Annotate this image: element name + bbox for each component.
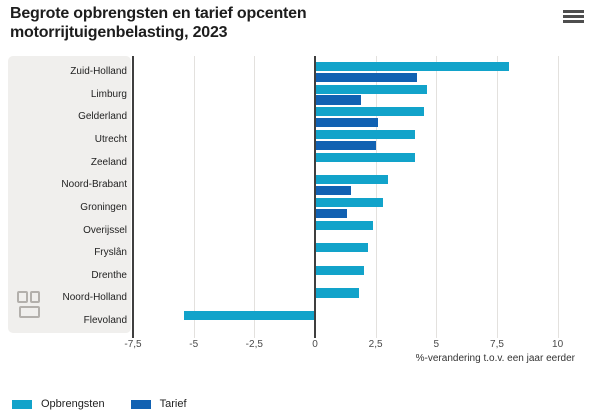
hamburger-bar <box>563 10 584 13</box>
bar-opbrengsten-zuid-holland[interactable] <box>316 62 510 72</box>
x-tick-label: 5 <box>433 339 440 350</box>
bar-opbrengsten-drenthe[interactable] <box>316 265 364 275</box>
category-label: Groningen <box>80 201 127 213</box>
bar-tarief-groningen[interactable] <box>316 208 347 218</box>
x-tick-label: -2,5 <box>245 339 263 350</box>
opbrengsten-swatch-icon <box>12 399 32 409</box>
category-label: Noord-Holland <box>62 292 127 304</box>
category-label: Limburg <box>90 88 127 100</box>
gridline <box>557 56 559 338</box>
legend-label: Tarief <box>159 398 187 410</box>
x-tick-label: 0 <box>312 339 318 350</box>
x-tick-label: -7,5 <box>124 339 142 350</box>
category-label: Zuid-Holland <box>70 66 127 77</box>
hamburger-bar <box>563 15 584 18</box>
cbs-logo <box>17 291 43 319</box>
y-axis-line <box>132 56 134 338</box>
bar-tarief-gelderland[interactable] <box>316 118 379 128</box>
chart-menu-icon[interactable] <box>563 10 584 24</box>
bar-opbrengsten-limburg[interactable] <box>316 84 427 94</box>
x-tick-label: 2,5 <box>368 339 383 350</box>
bar-opbrengsten-noord-holland[interactable] <box>316 288 359 298</box>
category-label: Overijssel <box>83 224 127 236</box>
bar-opbrengsten-overijssel[interactable] <box>316 220 374 230</box>
gridline <box>193 56 195 338</box>
bar-opbrengsten-gelderland[interactable] <box>316 107 425 117</box>
hamburger-bar <box>563 20 584 23</box>
bar-opbrengsten-flevoland[interactable] <box>184 311 314 321</box>
bar-tarief-limburg[interactable] <box>316 95 362 105</box>
category-label: Noord-Brabant <box>61 179 127 191</box>
bar-tarief-noord-brabant[interactable] <box>316 186 352 196</box>
gridline <box>375 56 377 338</box>
bar-opbrengsten-utrecht[interactable] <box>316 129 415 140</box>
x-tick-label: 10 <box>552 339 564 350</box>
bar-opbrengsten-groningen[interactable] <box>316 197 383 207</box>
bar-tarief-zuid-holland[interactable] <box>316 72 417 82</box>
gridline <box>497 56 498 338</box>
chart-title: Begrote opbrengsten en tarief opcenten m… <box>10 5 307 41</box>
gridline <box>254 56 256 338</box>
category-label: Gelderland <box>78 111 127 123</box>
x-axis-title: %-verandering t.o.v. een jaar eerder <box>415 353 575 364</box>
category-label: Fryslân <box>94 247 127 259</box>
tarief-swatch-icon <box>130 399 151 409</box>
category-panel <box>8 56 131 333</box>
bar-tarief-utrecht[interactable] <box>316 140 376 150</box>
legend-item-opbrengsten[interactable]: Opbrengsten <box>12 398 105 410</box>
x-tick-label: -5 <box>189 339 199 350</box>
legend: Opbrengsten Tarief <box>12 398 213 410</box>
legend-label: Opbrengsten <box>41 398 105 410</box>
bar-opbrengsten-zeeland[interactable] <box>316 152 415 162</box>
category-label: Zeeland <box>90 156 127 168</box>
zero-line <box>314 56 316 338</box>
legend-item-tarief[interactable]: Tarief <box>130 398 187 410</box>
category-label: Utrecht <box>94 133 127 145</box>
category-label: Flevoland <box>83 315 127 326</box>
bar-opbrengsten-noord-brabant[interactable] <box>316 175 388 185</box>
gridline <box>436 56 438 338</box>
x-tick-label: 7,5 <box>490 339 504 350</box>
bar-opbrengsten-fryslân[interactable] <box>316 243 369 253</box>
category-label: Drenthe <box>91 269 127 281</box>
